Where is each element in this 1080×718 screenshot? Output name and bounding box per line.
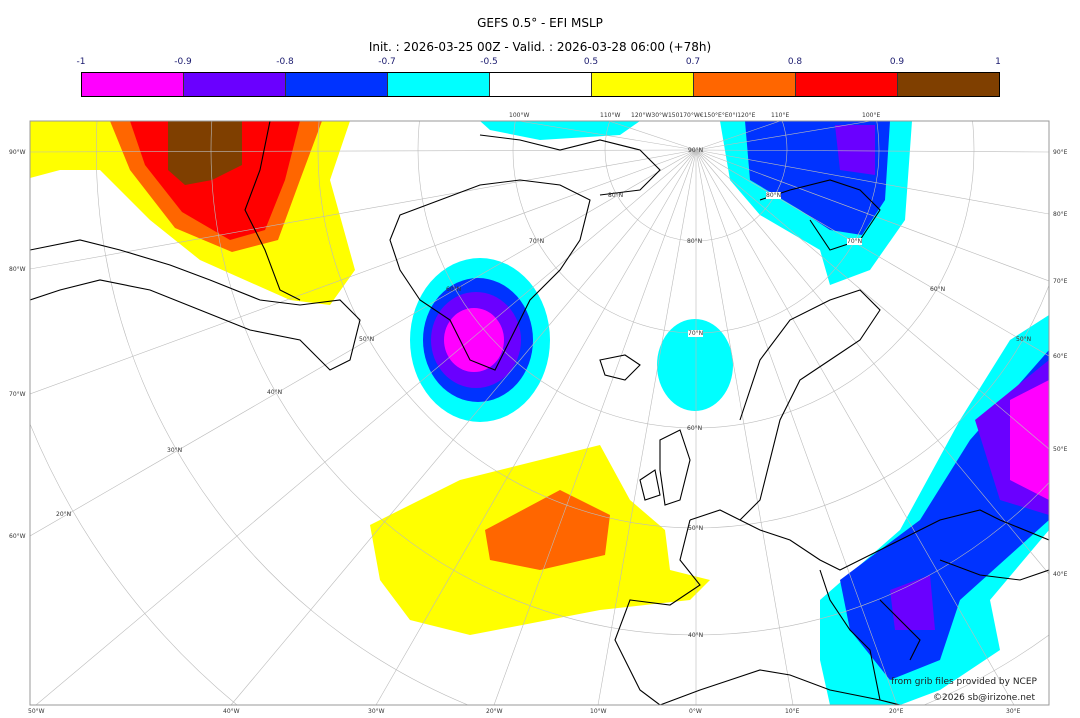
axis-label-bottom: 30°E — [1006, 708, 1021, 715]
colorbar-tick: -1 — [76, 57, 86, 67]
colorbar-tick: -0.8 — [276, 57, 294, 67]
efi-area-cyan — [480, 121, 640, 140]
latitude-label: 70°N — [529, 238, 545, 245]
axis-label-bottom: 50°W — [28, 708, 45, 715]
latitude-label: 70°N — [847, 238, 863, 245]
latitude-label: 70°N — [688, 330, 704, 337]
colorbar-tick: 0.7 — [685, 57, 701, 67]
axis-label-top: 120°W30°W150170°W€150°E°E0°I120°E — [631, 112, 756, 119]
efi-area-brown — [168, 121, 242, 185]
axis-label-top: 110°E — [771, 112, 790, 119]
axis-label-top: 100°E — [862, 112, 881, 119]
latitude-label: 80°N — [608, 192, 624, 199]
axis-label-bottom: 20°W — [486, 708, 503, 715]
axis-label-right: 60°E — [1053, 353, 1068, 360]
colorbar-swatch — [490, 73, 592, 96]
axis-label-left: 90°W — [9, 149, 26, 156]
colorbar-swatch — [286, 73, 388, 96]
latitude-label: 60°N — [930, 286, 946, 293]
axis-label-right: 50°E — [1053, 446, 1068, 453]
map-subtitle: Init. : 2026-03-25 00Z - Valid. : 2026-0… — [368, 40, 712, 54]
axis-label-bottom: 40°W — [223, 708, 240, 715]
efi-area-purple — [835, 125, 875, 175]
coastlines — [30, 121, 1049, 705]
colorbar-tick: -0.7 — [378, 57, 396, 67]
axis-label-bottom: 10°W — [590, 708, 607, 715]
efi-area-cyan — [657, 319, 733, 411]
axis-label-right: 90°E — [1053, 149, 1068, 156]
latitude-label: 30°N — [167, 447, 183, 454]
axis-label-top: 110°W — [600, 112, 621, 119]
colorbar-tick: 0.8 — [787, 57, 803, 67]
axis-label-left: 80°W — [9, 266, 26, 273]
latitude-label: 40°N — [688, 632, 704, 639]
latitude-label: 50°N — [688, 525, 704, 532]
graticule — [30, 121, 1049, 705]
colorbar-swatch — [388, 73, 490, 96]
axis-label-right: 70°E — [1053, 278, 1068, 285]
colorbar-tick: 0.5 — [583, 57, 599, 67]
colorbar-swatch — [592, 73, 694, 96]
axis-label-bottom: 30°W — [368, 708, 385, 715]
axis-label-top: 100°W — [509, 112, 530, 119]
colorbar-swatch — [184, 73, 286, 96]
latitude-label: 80°N — [687, 238, 703, 245]
colorbar-swatch — [82, 73, 184, 96]
axis-label-bottom: 20°E — [889, 708, 904, 715]
latitude-label: 60°N — [687, 425, 703, 432]
latitude-label: 20°N — [56, 511, 72, 518]
axis-label-right: 80°E — [1053, 211, 1068, 218]
axis-label-left: 60°W — [9, 533, 26, 540]
source-credit: from grib files provided by NCEP — [891, 677, 1037, 687]
latitude-label: 60°N — [446, 286, 462, 293]
colorbar-tick: 1 — [995, 57, 1001, 67]
latitude-label: 80°N — [766, 192, 782, 199]
axis-label-bottom: 10°E — [785, 708, 800, 715]
efi-area-magenta — [1010, 380, 1049, 500]
colorbar — [81, 72, 1000, 97]
axis-label-right: 40°E — [1053, 571, 1068, 578]
colorbar-swatch — [898, 73, 999, 96]
colorbar-swatch — [694, 73, 796, 96]
efi-area-purple — [890, 575, 935, 630]
latitude-label: 40°N — [267, 389, 283, 396]
axis-label-bottom: 0°W — [689, 708, 702, 715]
colorbar-tick: -0.9 — [174, 57, 192, 67]
copyright-credit: ©2026 sb@irizone.net — [933, 693, 1035, 703]
efi-area-orange — [485, 490, 610, 570]
latitude-label: 50°N — [359, 336, 375, 343]
latitude-label: 50°N — [1016, 336, 1032, 343]
latitude-label: 90°N — [688, 147, 704, 154]
map-title: GEFS 0.5° - EFI MSLP — [477, 16, 603, 30]
colorbar-tick: 0.9 — [889, 57, 905, 67]
colorbar-swatch — [796, 73, 898, 96]
axis-label-left: 70°W — [9, 391, 26, 398]
colorbar-tick: -0.5 — [480, 57, 498, 67]
